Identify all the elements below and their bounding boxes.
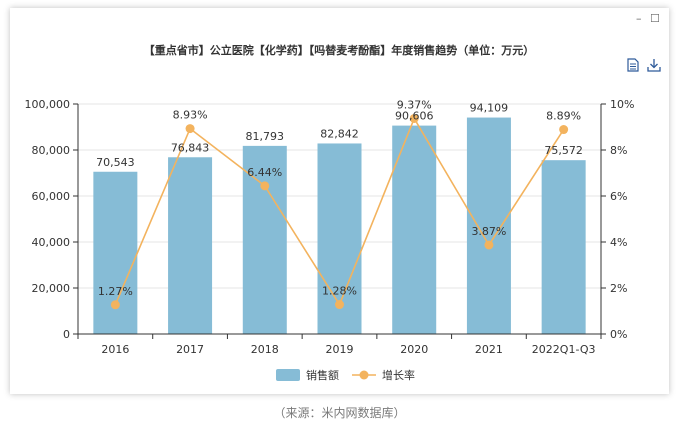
maximize-button[interactable]: ☐	[650, 12, 660, 25]
minimize-button[interactable]: –	[636, 12, 642, 25]
growth-value-label: 8.89%	[546, 110, 581, 123]
growth-value-label: 1.28%	[322, 285, 357, 298]
bar-2022Q1-Q3	[541, 160, 586, 334]
right-axis-tick-label: 10%	[610, 98, 634, 111]
download-icon[interactable]	[647, 58, 661, 76]
bar-2018	[242, 145, 287, 334]
left-axis-tick-label: 60,000	[32, 190, 71, 203]
bar-2020	[392, 125, 437, 334]
bar-value-label: 70,543	[96, 156, 135, 169]
growth-value-label: 9.37%	[397, 98, 432, 111]
data-labels: 70,543 76,843 81,793 82,842 90,606 94,109 75,5…	[96, 98, 583, 297]
growth-point-2019	[335, 300, 344, 310]
left-axis-tick-label: 20,000	[32, 282, 71, 295]
x-axis-tick-label: 2018	[251, 343, 279, 356]
right-axis-tick-label: 8%	[610, 144, 627, 157]
growth-point-2017	[185, 124, 195, 134]
legend-swatch-sales	[276, 369, 300, 381]
growth-point-2018	[260, 181, 270, 191]
right-axis-tick-label: 6%	[610, 190, 627, 203]
growth-line-series	[110, 113, 569, 310]
left-axis-tick-label: 100,000	[25, 98, 71, 111]
bar-value-label: 75,572	[544, 144, 583, 157]
bar-value-label: 76,843	[171, 141, 210, 154]
growth-value-label: 3.87%	[471, 225, 506, 238]
x-axis-tick-label: 2022Q1-Q3	[532, 343, 596, 356]
growth-value-label: 1.27%	[98, 285, 133, 298]
source-note: （来源：米内网数据库）	[273, 406, 406, 420]
bar-2017	[168, 157, 213, 334]
growth-point-2016	[110, 300, 120, 310]
bar-2016	[93, 171, 138, 334]
legend: 销售额 增长率	[276, 368, 415, 382]
growth-point-2020	[409, 113, 419, 123]
x-axis-tick-label: 2019	[326, 343, 354, 356]
document-icon[interactable]	[627, 58, 639, 76]
growth-value-label: 6.44%	[247, 166, 282, 179]
x-axis-tick-label: 2021	[475, 343, 503, 356]
left-axis-tick-label: 0	[63, 328, 70, 341]
bar-series	[93, 117, 586, 334]
left-axis-tick-label: 80,000	[32, 144, 71, 157]
legend-label-growth: 增长率	[382, 368, 415, 382]
sales-chart: 【重点省市】公立医院【化学药】【吗替麦考酚酯】年度销售趋势（单位：万元） 0 0%…	[25, 43, 635, 382]
growth-point-2021	[484, 240, 494, 250]
growth-point-2022Q1-Q3	[559, 125, 569, 135]
legend-swatch-growth-dot	[359, 370, 369, 380]
bar-value-label: 81,793	[246, 130, 285, 143]
bar-value-label: 82,842	[320, 127, 359, 140]
right-axis-tick-label: 0%	[610, 328, 627, 341]
axes: 0 0% 20,000 2% 40,000 4% 60,000 6% 80,000 8% 100,0…	[25, 98, 635, 356]
bar-2021	[466, 117, 511, 334]
chart-card: – ☐ 【重点省市】公立医院【化学药】【吗替麦考酚酯】年度销售趋势（单位：万元）…	[10, 8, 669, 394]
legend-label-sales: 销售额	[306, 368, 339, 382]
x-axis-tick-label: 2016	[101, 343, 129, 356]
bar-value-label: 90,606	[395, 110, 434, 123]
right-axis-tick-label: 4%	[610, 236, 627, 249]
x-axis-tick-label: 2017	[176, 343, 204, 356]
left-axis-tick-label: 40,000	[32, 236, 71, 249]
bar-value-label: 94,109	[470, 102, 509, 115]
growth-value-label: 8.93%	[173, 109, 208, 122]
x-axis-tick-label: 2020	[400, 343, 428, 356]
chart-title: 【重点省市】公立医院【化学药】【吗替麦考酚酯】年度销售趋势（单位：万元）	[144, 43, 535, 57]
right-axis-tick-label: 2%	[610, 282, 627, 295]
